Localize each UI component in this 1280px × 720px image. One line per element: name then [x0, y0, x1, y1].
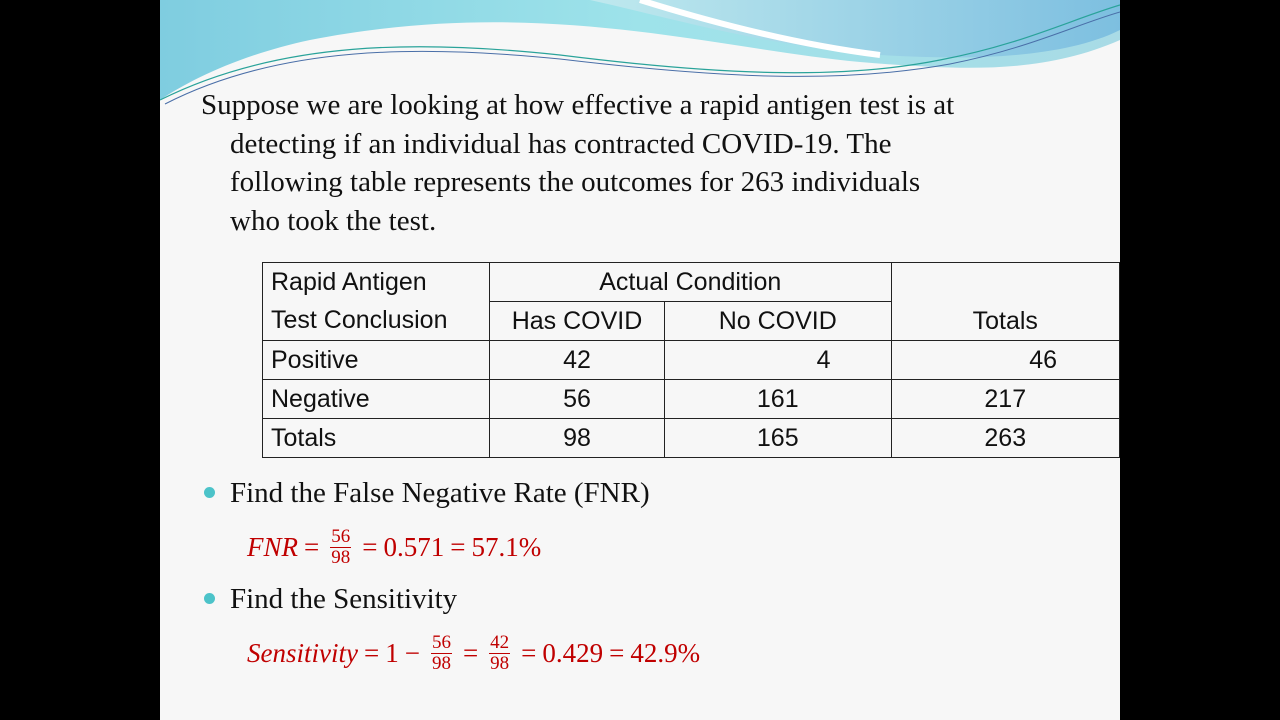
table-cell: 263	[890, 418, 1120, 458]
formula-lhs: Sensitivity	[247, 638, 358, 668]
table-cell: 217	[890, 379, 1120, 419]
sensitivity-formula: Sensitivity = 1− 56 98 = 42 98 = 0.429 = 42.9%	[247, 632, 701, 674]
col-header: No COVID	[664, 301, 892, 341]
group-header: Actual Condition	[488, 262, 892, 302]
fraction: 56 98	[430, 632, 452, 674]
table-cell: 98	[488, 418, 666, 458]
wave-decoration	[160, 0, 1120, 105]
fraction: 56 98	[330, 526, 352, 568]
denominator: 98	[331, 547, 351, 568]
bullet-dot-icon	[204, 592, 215, 604]
slide: Suppose we are looking at how effective …	[160, 0, 1120, 720]
denominator: 98	[490, 653, 510, 674]
bullet-sensitivity: Find the Sensitivity	[204, 583, 457, 616]
table-cell: 4	[664, 340, 892, 380]
formula-percent: 57.1%	[471, 532, 542, 562]
table-row: Negative 56 161 217	[262, 379, 1120, 419]
table-cell: 161	[664, 379, 892, 419]
col-header: Has COVID	[488, 301, 666, 341]
outcome-table: Rapid Antigen Actual Condition Totals Te…	[262, 262, 1120, 458]
intro-line: Suppose we are looking at how effective …	[201, 89, 955, 121]
col-header-totals: Totals	[890, 262, 1120, 341]
denominator: 98	[431, 653, 451, 674]
corner-header-line: Test Conclusion	[262, 301, 490, 341]
table-cell: 56	[488, 379, 666, 419]
numerator: 56	[330, 526, 352, 548]
table-row: Totals 98 165 263	[262, 418, 1120, 458]
row-label: Negative	[262, 379, 490, 419]
numerator: 42	[489, 632, 511, 654]
formula-lhs: FNR	[247, 532, 298, 562]
row-label: Totals	[262, 418, 490, 458]
intro-line: following table represents the outcomes …	[230, 166, 921, 198]
formula-percent: 42.9%	[630, 638, 701, 668]
fraction: 42 98	[489, 632, 511, 674]
bullet-dot-icon	[204, 486, 215, 498]
minus-sign: −	[404, 638, 420, 668]
table-cell: 46	[890, 340, 1120, 380]
table-row: Positive 42 4 46	[262, 340, 1120, 380]
bullet-text: Find the Sensitivity	[230, 583, 458, 615]
formula-one: 1	[385, 638, 399, 668]
fnr-formula: FNR = 56 98 = 0.571 = 57.1%	[247, 526, 542, 568]
intro-line: detecting if an individual has contracte…	[230, 127, 892, 160]
formula-result: 0.571	[383, 532, 445, 562]
intro-paragraph: Suppose we are looking at how effective …	[201, 86, 1101, 240]
numerator: 56	[430, 632, 452, 654]
bullet-fnr: Find the False Negative Rate (FNR)	[204, 477, 650, 510]
intro-line: who took the test.	[230, 204, 437, 237]
bullet-text: Find the False Negative Rate (FNR)	[230, 477, 650, 509]
table-cell: 42	[488, 340, 666, 380]
table-cell: 165	[664, 418, 892, 458]
row-label: Positive	[262, 340, 490, 380]
corner-header-line: Rapid Antigen	[262, 262, 490, 302]
formula-result: 0.429	[542, 638, 604, 668]
